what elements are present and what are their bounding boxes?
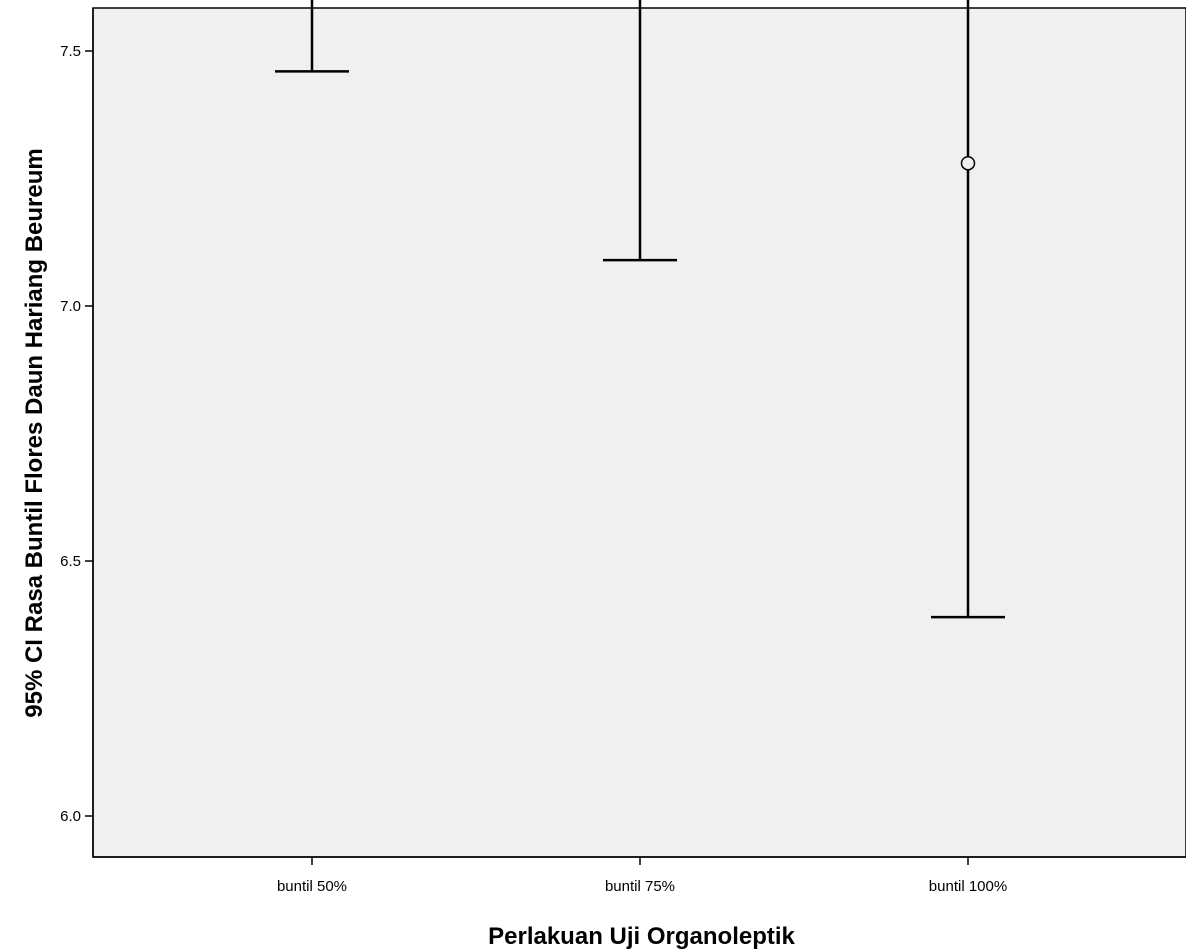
x-tick-label: buntil 100% bbox=[929, 878, 1007, 895]
mean-marker bbox=[960, 155, 976, 171]
x-tick-label: buntil 50% bbox=[277, 878, 347, 895]
error-bar bbox=[603, 0, 677, 262]
error-bar bbox=[275, 0, 349, 73]
error-bar bbox=[931, 0, 1005, 619]
y-tick-label: 6.5 bbox=[60, 553, 81, 570]
y-axis-title: 95% CI Rasa Buntil Flores Daun Hariang B… bbox=[21, 148, 48, 717]
y-tick-label: 7.0 bbox=[60, 298, 81, 315]
x-tick-label: buntil 75% bbox=[605, 878, 675, 895]
x-axis-title: Perlakuan Uji Organoleptik bbox=[488, 923, 795, 950]
y-tick-label: 6.0 bbox=[60, 808, 81, 825]
y-tick-label: 7.5 bbox=[60, 43, 81, 60]
